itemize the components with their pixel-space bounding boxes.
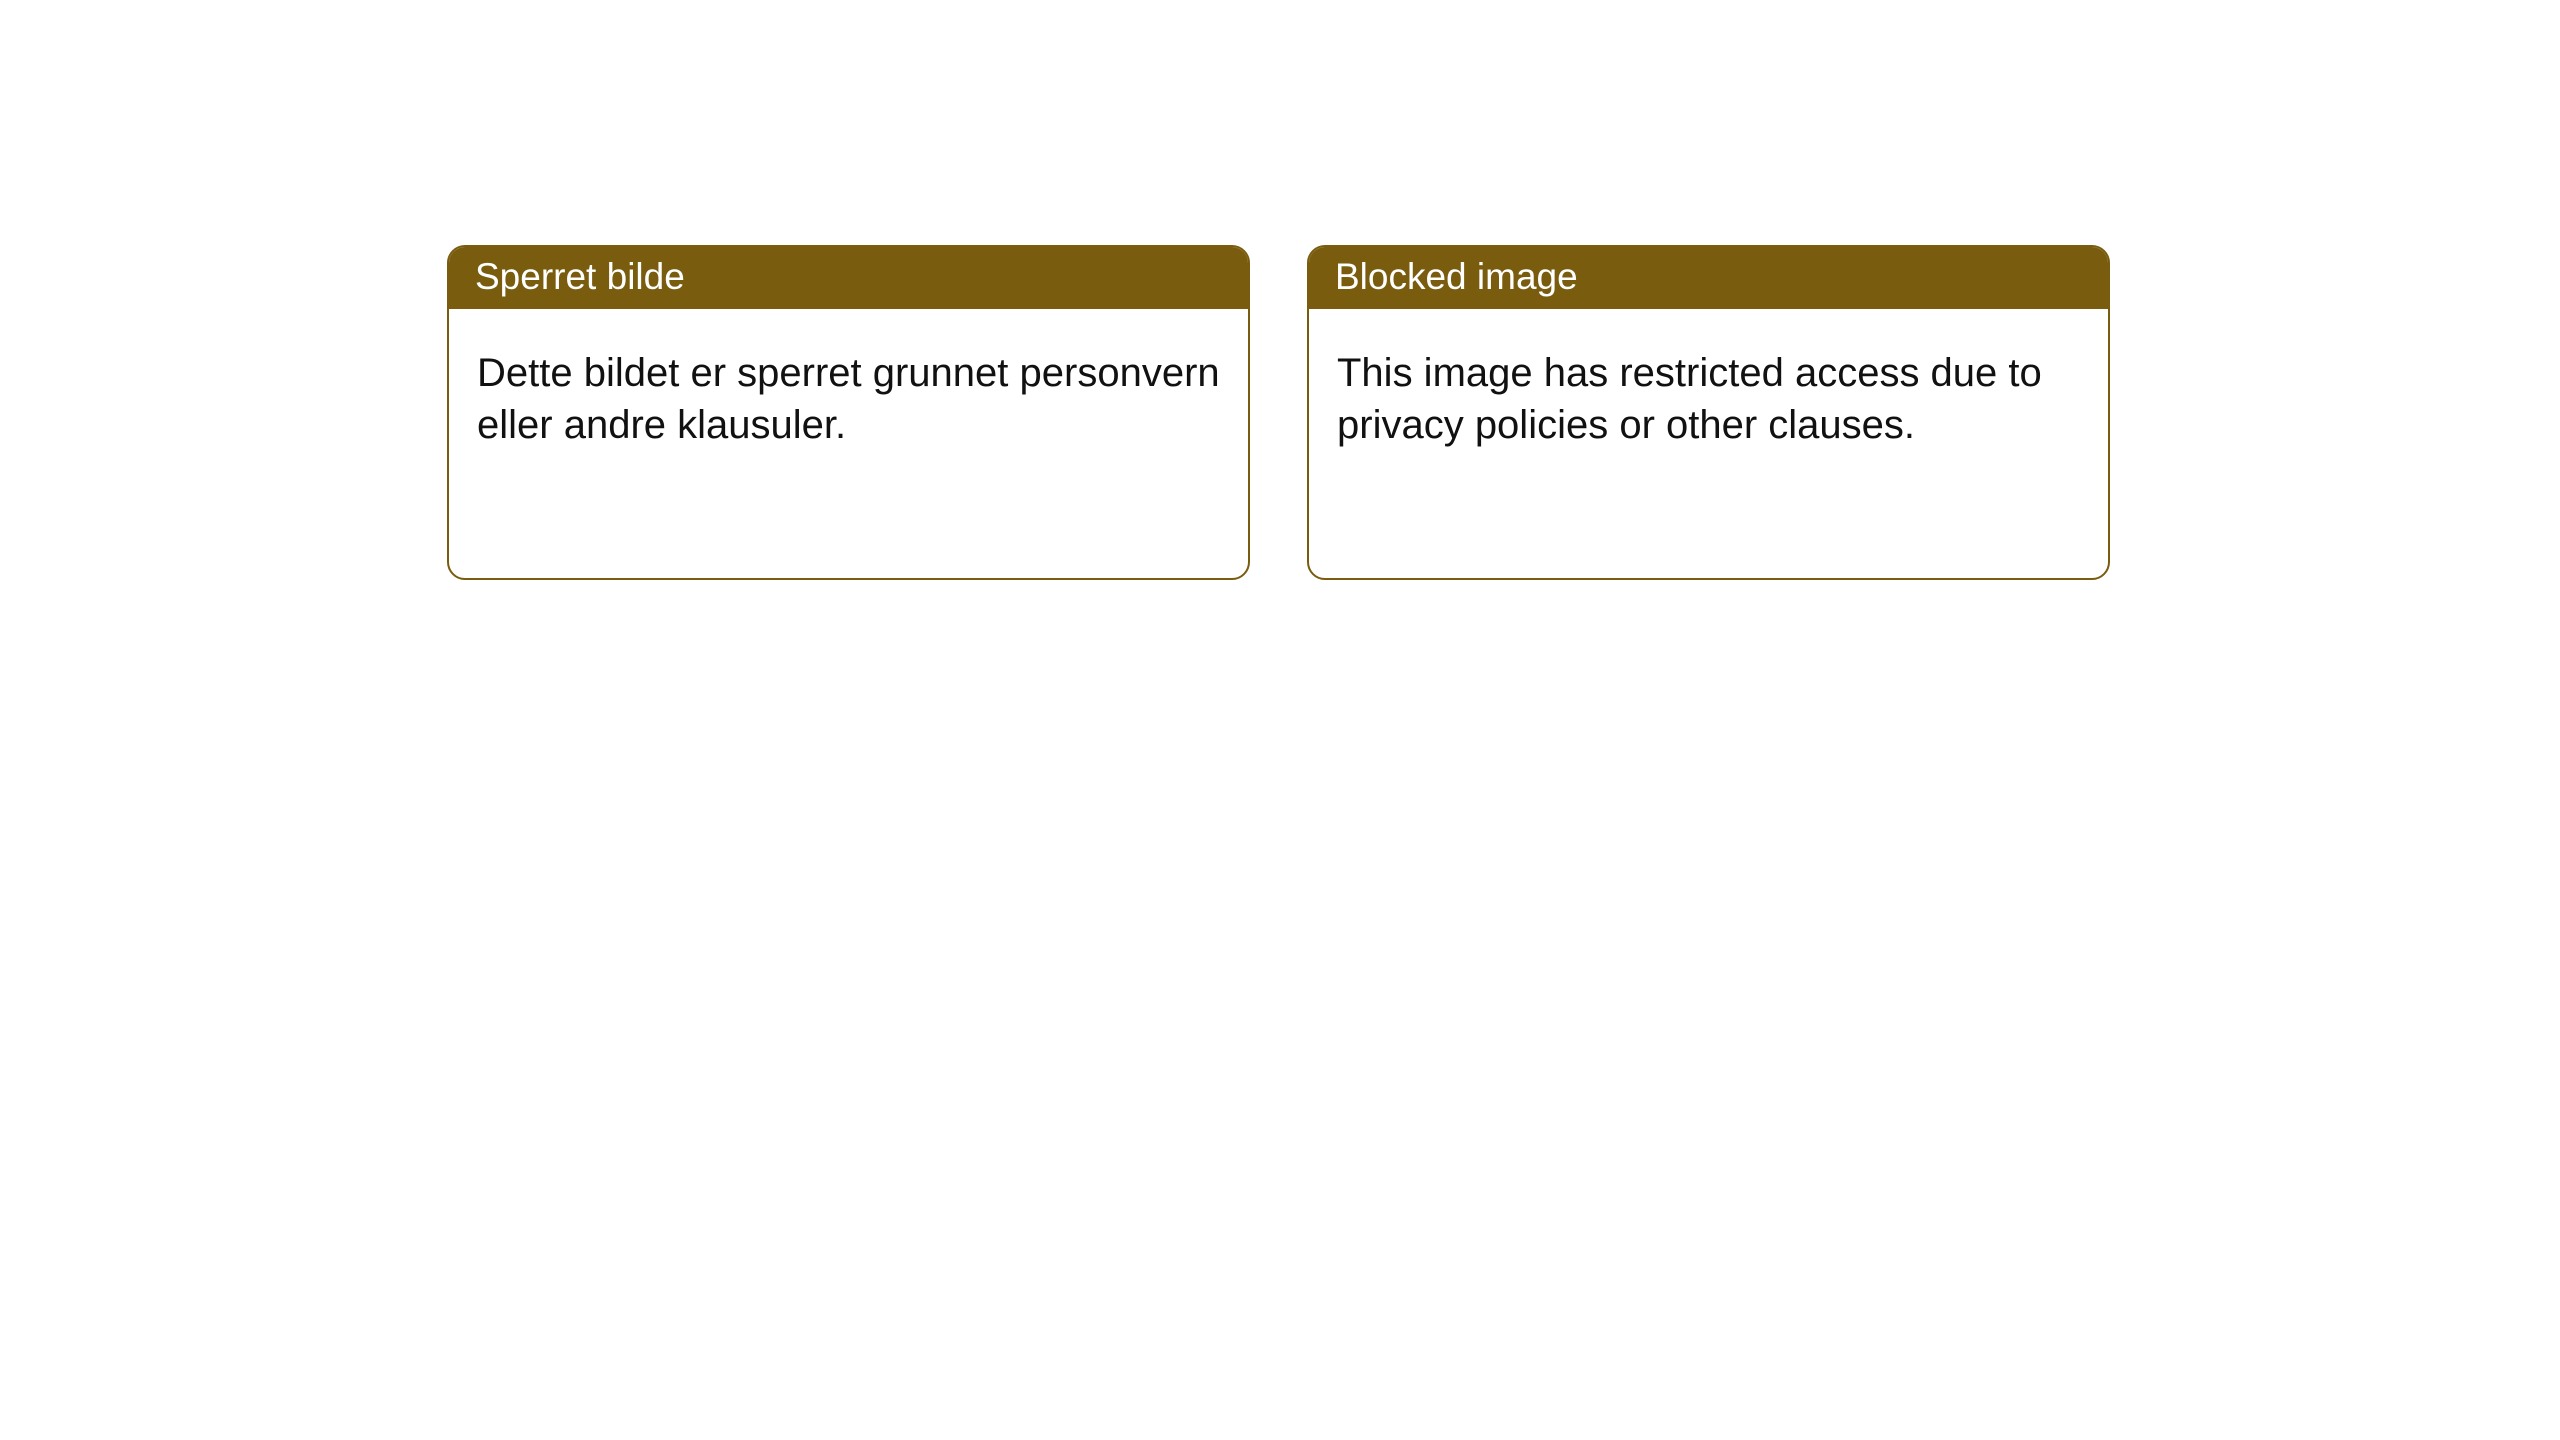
notice-card-no-title: Sperret bilde (449, 247, 1248, 309)
notice-card-no-body: Dette bildet er sperret grunnet personve… (449, 309, 1248, 479)
notice-card-en-title: Blocked image (1309, 247, 2108, 309)
notice-card-en: Blocked image This image has restricted … (1307, 245, 2110, 580)
notice-container: Sperret bilde Dette bildet er sperret gr… (0, 0, 2560, 580)
notice-card-en-body: This image has restricted access due to … (1309, 309, 2108, 479)
notice-card-no: Sperret bilde Dette bildet er sperret gr… (447, 245, 1250, 580)
